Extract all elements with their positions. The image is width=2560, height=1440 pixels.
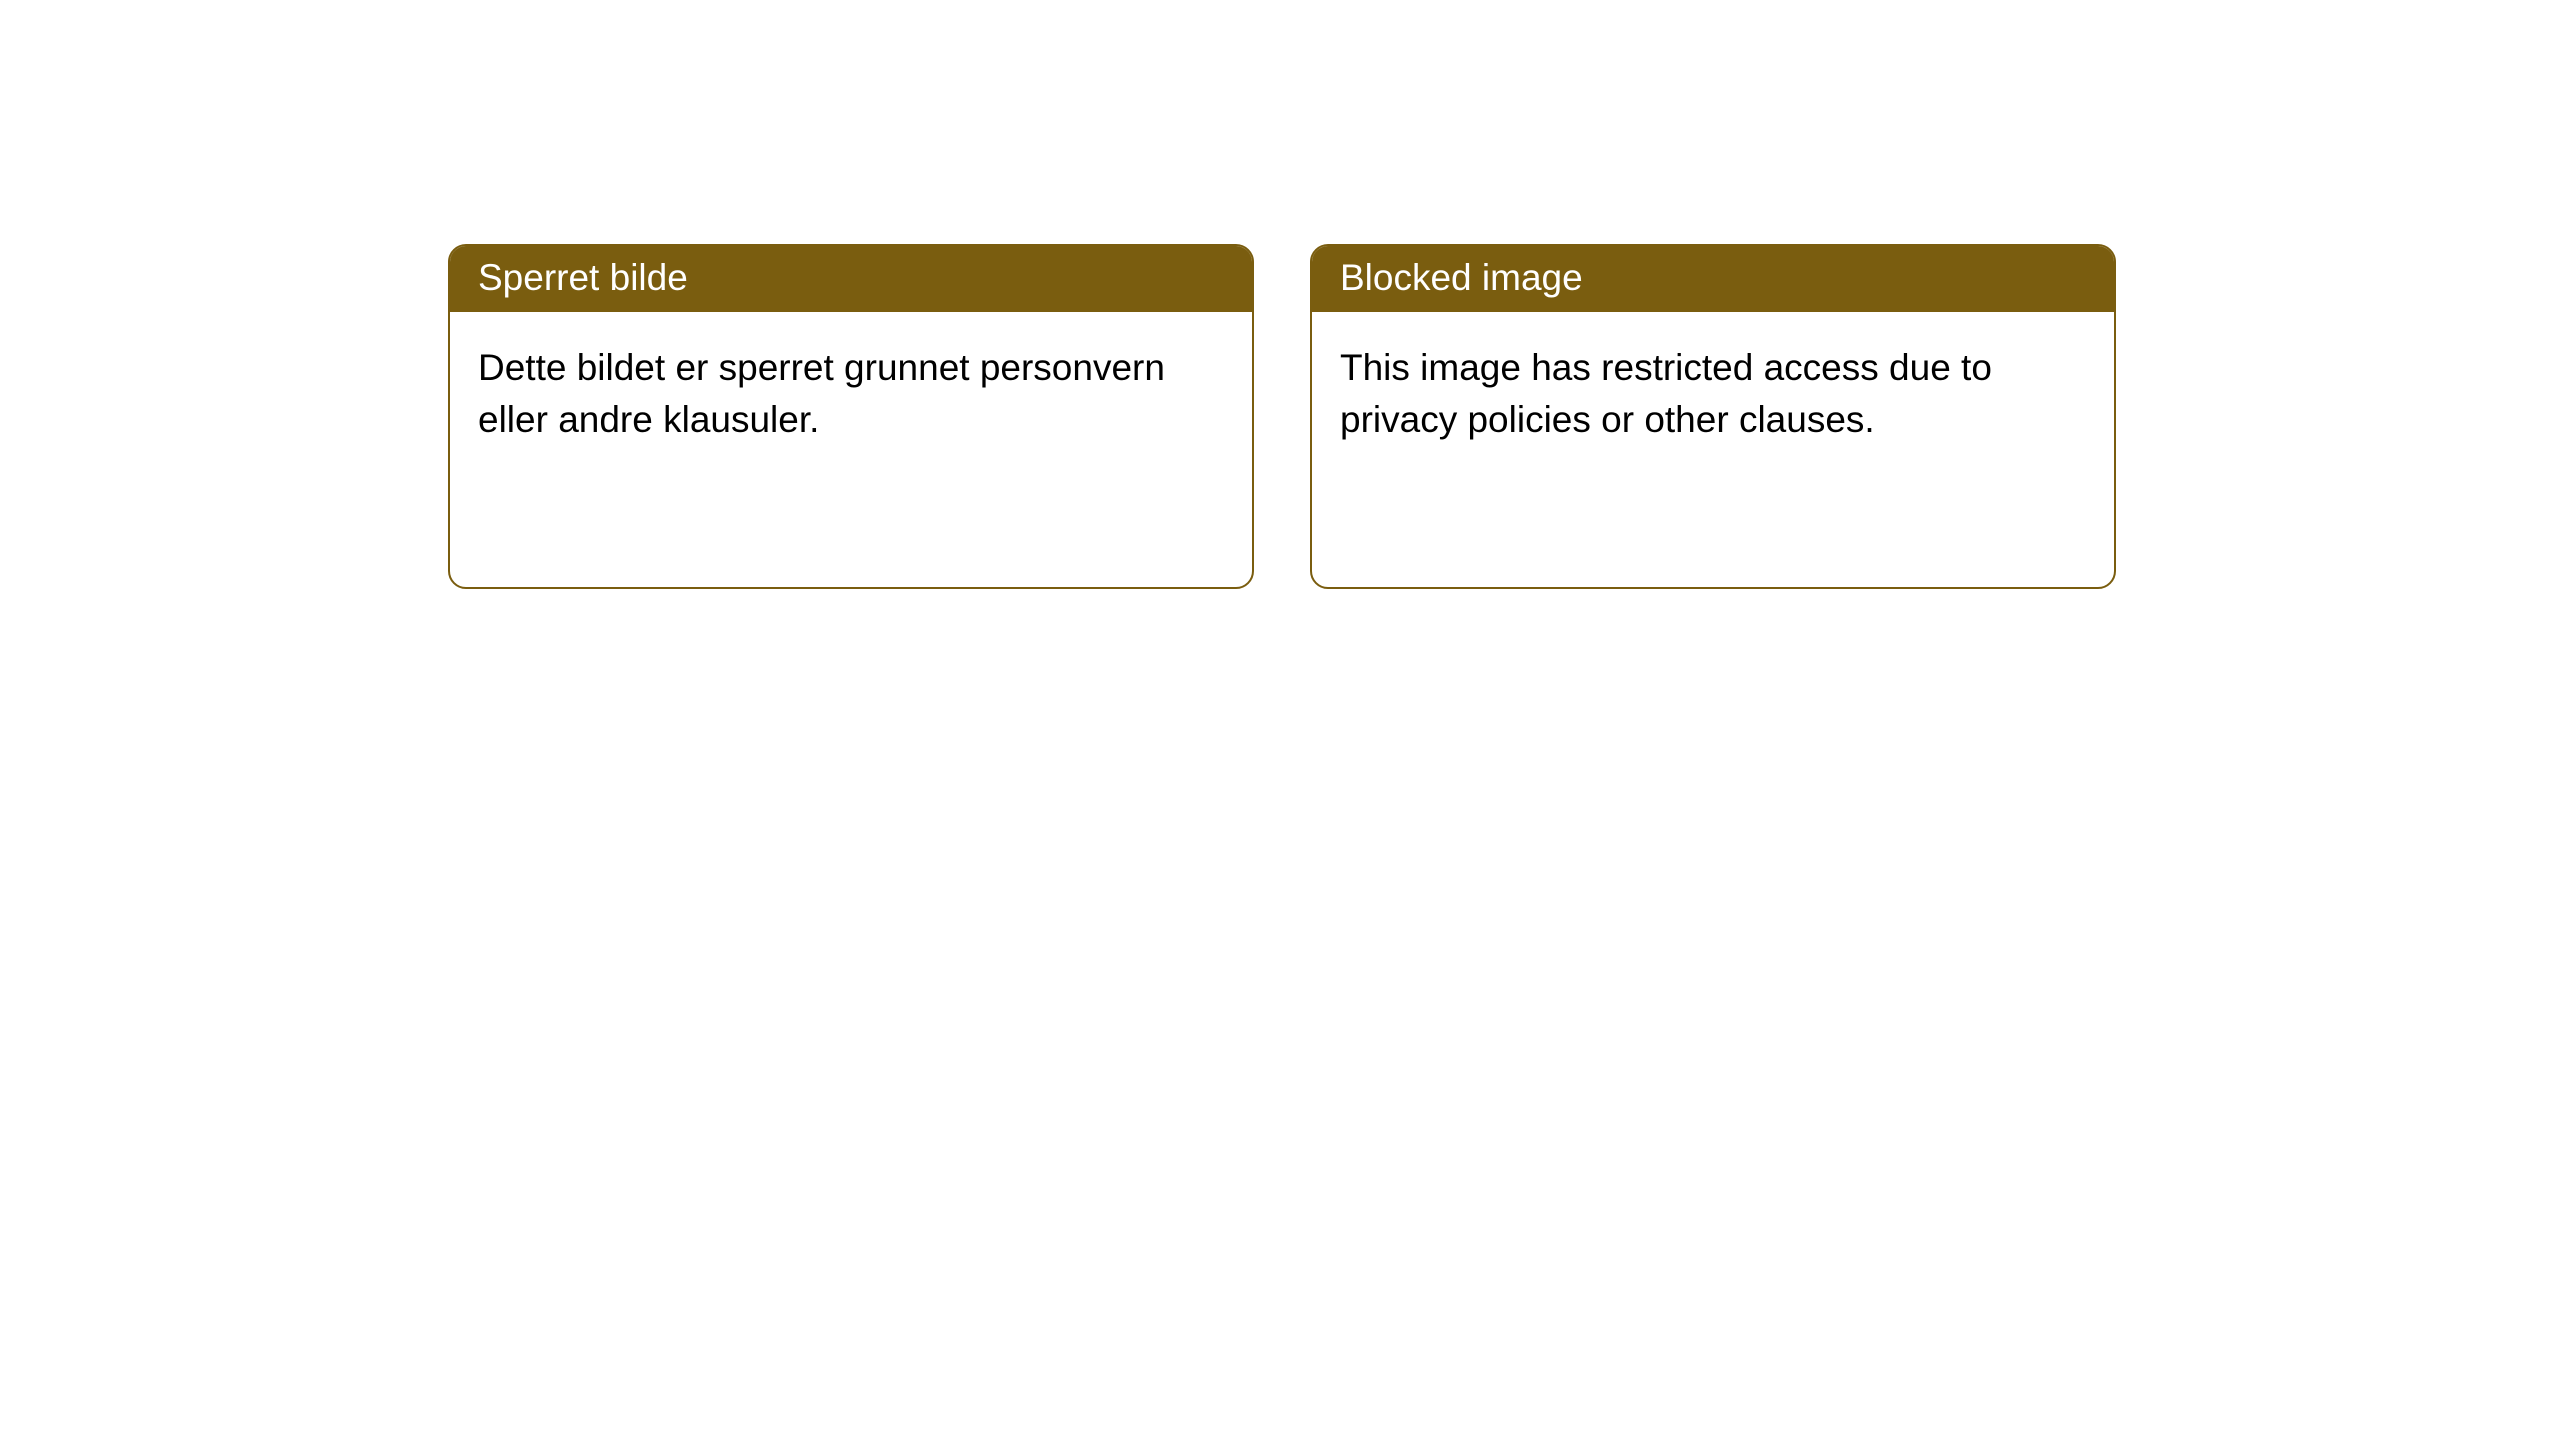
notice-title: Sperret bilde (450, 246, 1252, 312)
notice-card-norwegian: Sperret bilde Dette bildet er sperret gr… (448, 244, 1254, 589)
notice-title: Blocked image (1312, 246, 2114, 312)
notice-body: This image has restricted access due to … (1312, 312, 2114, 587)
notice-card-english: Blocked image This image has restricted … (1310, 244, 2116, 589)
notice-container: Sperret bilde Dette bildet er sperret gr… (0, 0, 2560, 589)
notice-text: This image has restricted access due to … (1340, 342, 2086, 446)
notice-body: Dette bildet er sperret grunnet personve… (450, 312, 1252, 587)
notice-text: Dette bildet er sperret grunnet personve… (478, 342, 1224, 446)
